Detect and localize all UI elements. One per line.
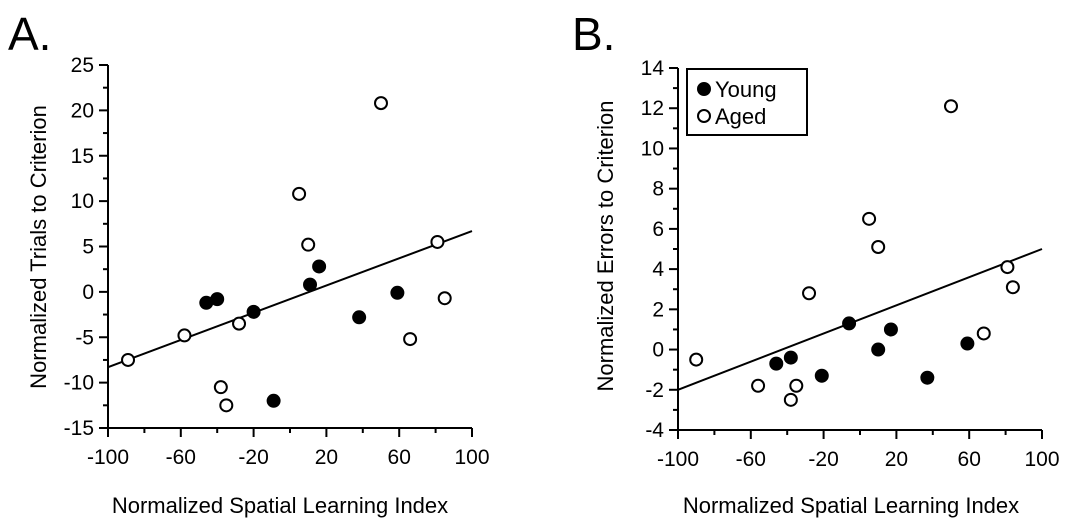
- panel-a-young-point: [303, 277, 318, 292]
- panel-b-aged-point: [751, 378, 766, 393]
- panel-a-x-tick-label: -20: [238, 446, 268, 469]
- panel-a-y-tick-label: 10: [71, 190, 94, 213]
- panel-a-x-tick-label: 60: [388, 446, 411, 469]
- panel-b-x-tick-label: 60: [958, 448, 981, 471]
- panel-a-aged-point: [232, 316, 247, 331]
- panel-a-x-tick-label: 100: [454, 446, 489, 469]
- panel-a-young-point: [312, 259, 327, 274]
- panel-b-y-tick-label: 12: [641, 97, 664, 120]
- panel-b-young-point: [814, 368, 829, 383]
- panel-a-y-tick-label: -10: [64, 372, 94, 395]
- panel-b-y-tick-label: -4: [645, 419, 664, 442]
- panel-a-aged-point: [437, 291, 452, 306]
- panel-a-aged-point: [301, 237, 316, 252]
- panel-a-plot: -15 -10 -5 0 5 10 15 20 25 -100 -60 -20 20 60 100: [64, 54, 490, 469]
- panel-b-aged-point: [689, 352, 704, 367]
- panel-a-y-tick-label: -5: [75, 326, 94, 349]
- panel-a-y-tick-label: -15: [64, 417, 94, 440]
- panel-b-aged-point: [862, 211, 877, 226]
- panel-b-y-tick-label: 0: [652, 339, 664, 362]
- panel-a-y-axis-title: Normalized Trials to Criterion: [26, 105, 51, 389]
- panel-b-y-tick-label: 14: [641, 57, 665, 80]
- panel-b-young-point: [769, 356, 784, 371]
- panel-a-x-tick-label: -100: [87, 446, 129, 469]
- panel-b-y-tick-label: 6: [652, 218, 664, 241]
- legend-young-label: Young: [715, 77, 777, 102]
- panel-b-aged-point: [1005, 280, 1020, 295]
- panel-b-x-tick-label: -60: [736, 448, 766, 471]
- panel-b-y-tick-label: 2: [652, 298, 664, 321]
- panel-b-x-tick-label: -100: [657, 448, 699, 471]
- panel-b-young-point: [871, 342, 886, 357]
- panel-a-label: A.: [8, 8, 51, 60]
- panel-a-x-axis-title: Normalized Spatial Learning Index: [112, 493, 448, 518]
- panel-a-aged-point: [430, 234, 445, 249]
- legend-box: [686, 68, 808, 136]
- panel-a-young-point: [266, 393, 281, 408]
- panel-b-x-axis-title: Normalized Spatial Learning Index: [683, 493, 1019, 518]
- panel-a-y-tick-label: 25: [71, 54, 94, 77]
- panel-b-label: B.: [572, 8, 615, 60]
- panel-b-young-point: [960, 336, 975, 351]
- panel-a-x-tick-label: -60: [166, 446, 196, 469]
- panel-b-aged-point: [789, 378, 804, 393]
- panel-a-aged-point: [177, 328, 192, 343]
- panel-b-x-tick-label: 20: [885, 448, 908, 471]
- panel-b-fit-line: [677, 248, 1043, 391]
- panel-a-aged-point: [219, 398, 234, 413]
- panel-a-young-point: [210, 292, 225, 307]
- panel-b-aged-point: [871, 239, 886, 254]
- legend-young-marker: [697, 82, 711, 96]
- panel-b-y-axis-title: Normalized Errors to Criterion: [593, 101, 618, 392]
- panel-b-aged-point: [802, 286, 817, 301]
- legend-aged-label: Aged: [715, 104, 766, 129]
- panel-a-young-point: [246, 304, 261, 319]
- panel-b-aged-point: [783, 392, 798, 407]
- panel-b-y-tick-label: 10: [641, 137, 664, 160]
- panel-a-y-tick-label: 15: [71, 145, 94, 168]
- panel-b-young-point: [783, 350, 798, 365]
- panel-b-aged-point: [1000, 260, 1015, 275]
- panel-a-fit-line: [107, 230, 473, 369]
- panel-b-young-point: [883, 322, 898, 337]
- panel-a-aged-point: [213, 380, 228, 395]
- panel-a-young-point: [352, 310, 367, 325]
- panel-a-aged-point: [292, 186, 307, 201]
- panel-b-aged-point: [944, 99, 958, 114]
- panel-a-aged-point: [121, 352, 136, 367]
- panel-b-young-point: [842, 316, 857, 331]
- panel-b-x-tick-label: -20: [808, 448, 838, 471]
- panel-a-aged-point: [374, 96, 388, 111]
- panel-b-x-tick-label: 100: [1024, 448, 1059, 471]
- panel-a-y-tick-label: 5: [82, 236, 94, 259]
- panel-a-aged-point: [403, 332, 418, 347]
- panel-b-y-tick-label: 8: [652, 178, 664, 201]
- panel-a-y-tick-label: 0: [82, 281, 94, 304]
- panel-a-y-tick-label: 20: [71, 99, 94, 122]
- legend: Young Aged: [686, 68, 808, 136]
- panel-b-y-tick-label: -2: [645, 379, 664, 402]
- panel-a-x-tick-label: 20: [315, 446, 338, 469]
- panel-a: A. -15 -10 -5 0 5 10 15 20 25 -100 -60 -20 20 60 100 N…: [8, 8, 490, 518]
- panel-b-y-tick-label: 4: [652, 258, 664, 281]
- panel-b-young-point: [920, 370, 935, 385]
- panel-b-aged-point: [976, 326, 991, 341]
- legend-aged-marker: [697, 109, 711, 123]
- panel-a-young-point: [390, 285, 405, 300]
